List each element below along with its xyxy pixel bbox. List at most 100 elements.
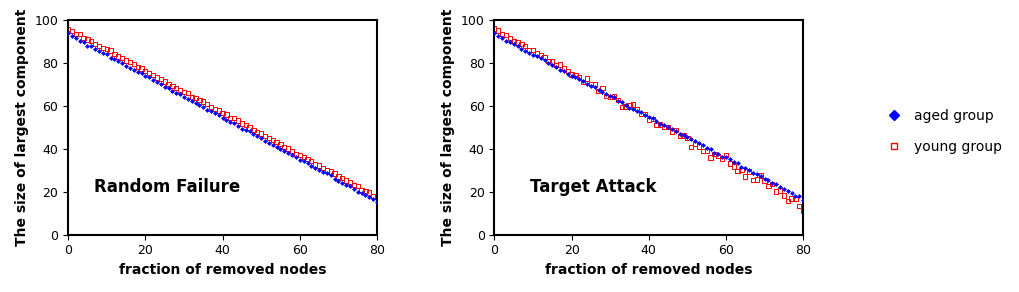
Point — [756, 177, 772, 182]
Point — [667, 128, 684, 133]
Point — [532, 53, 548, 57]
Point — [686, 138, 702, 143]
Y-axis label: The size of largest component: The size of largest component — [15, 9, 29, 246]
Point — [102, 56, 118, 60]
Point — [95, 46, 111, 51]
Point — [183, 99, 200, 104]
Point — [245, 132, 261, 137]
Point — [555, 68, 572, 73]
Point — [160, 81, 176, 86]
Point — [95, 51, 111, 55]
Point — [60, 31, 76, 35]
Point — [71, 32, 88, 36]
Point — [172, 92, 189, 97]
Point — [636, 111, 652, 116]
Point — [501, 36, 518, 40]
Point — [129, 69, 146, 74]
Point — [586, 81, 602, 86]
Point — [705, 152, 721, 156]
Point — [361, 195, 377, 199]
Point — [64, 28, 81, 33]
Point — [118, 64, 135, 68]
Point — [311, 163, 327, 168]
Point — [609, 98, 626, 103]
Point — [272, 141, 288, 146]
Point — [296, 155, 312, 159]
Point — [601, 93, 618, 98]
Point — [729, 161, 745, 166]
Point — [640, 115, 656, 120]
Point — [283, 148, 300, 153]
Point — [771, 188, 788, 193]
Point — [759, 184, 775, 188]
Point — [253, 136, 269, 141]
Point — [334, 180, 351, 185]
Point — [733, 168, 749, 173]
Point — [149, 75, 165, 80]
Point — [659, 125, 676, 130]
Point — [659, 124, 676, 129]
Point — [261, 136, 277, 141]
Point — [287, 152, 304, 156]
Point — [562, 74, 579, 78]
Point — [299, 157, 315, 161]
Point — [601, 94, 618, 99]
Point — [508, 44, 525, 49]
Point — [748, 177, 764, 182]
Point — [125, 61, 142, 66]
Point — [794, 209, 810, 213]
Point — [141, 71, 157, 75]
Point — [733, 164, 749, 169]
Text: Random Failure: Random Failure — [94, 178, 239, 197]
Point — [71, 39, 88, 43]
Point — [353, 191, 369, 196]
Point — [763, 182, 780, 186]
Point — [129, 65, 146, 69]
Point — [307, 162, 323, 167]
Point — [625, 107, 641, 111]
Legend: aged group, young group: aged group, young group — [873, 103, 1007, 159]
Point — [187, 101, 204, 106]
Point — [779, 199, 795, 204]
Point — [694, 149, 710, 153]
Point — [249, 134, 265, 138]
Point — [597, 92, 613, 96]
Point — [629, 109, 645, 113]
Point — [330, 174, 346, 179]
Point — [60, 27, 76, 31]
Point — [133, 71, 150, 76]
Point — [233, 121, 250, 126]
Point — [75, 36, 92, 40]
Point — [787, 197, 803, 201]
Point — [725, 164, 741, 169]
Point — [79, 37, 96, 42]
Point — [717, 152, 734, 157]
Point — [192, 103, 208, 108]
Point — [125, 68, 142, 72]
Point — [489, 28, 505, 33]
Point — [582, 81, 598, 86]
Point — [145, 77, 161, 82]
Point — [648, 119, 664, 123]
Point — [369, 195, 385, 200]
Point — [307, 165, 323, 170]
Point — [663, 129, 680, 134]
Point — [690, 140, 706, 145]
Point — [164, 89, 180, 93]
Point — [791, 194, 807, 199]
Point — [640, 118, 656, 123]
Point — [222, 116, 238, 120]
Point — [257, 139, 273, 143]
Point — [594, 86, 610, 91]
Point — [721, 157, 738, 162]
Point — [648, 123, 664, 128]
Point — [578, 82, 594, 86]
Point — [106, 51, 122, 56]
Point — [528, 51, 544, 55]
Point — [536, 55, 552, 60]
Point — [540, 60, 556, 65]
Point — [709, 154, 726, 159]
Point — [586, 85, 602, 90]
Point — [686, 142, 702, 147]
Point — [559, 72, 576, 76]
